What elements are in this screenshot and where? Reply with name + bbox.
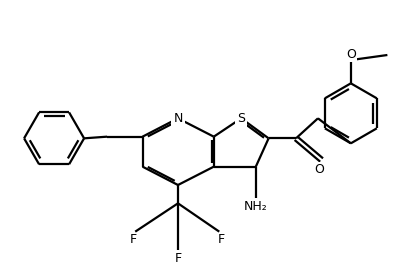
Text: F: F xyxy=(217,233,224,246)
Text: O: O xyxy=(314,163,324,176)
Text: F: F xyxy=(174,252,181,265)
Text: O: O xyxy=(345,48,355,61)
Text: S: S xyxy=(237,112,245,125)
Text: F: F xyxy=(130,233,136,246)
Text: N: N xyxy=(173,112,182,125)
Text: NH₂: NH₂ xyxy=(243,200,267,213)
